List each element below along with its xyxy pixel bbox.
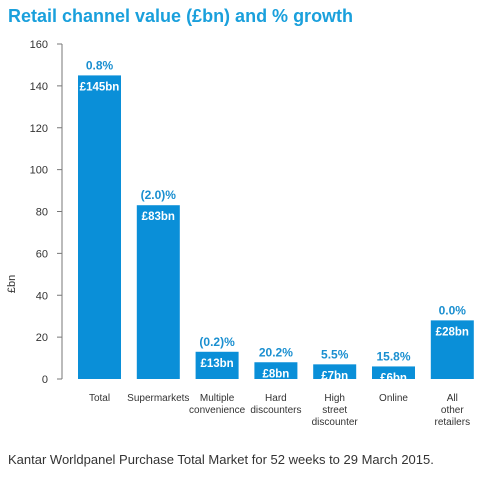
x-tick-label: Total [89,393,110,404]
y-tick-label: 140 [30,81,48,93]
growth-label: 0.8% [86,58,114,72]
bar-group: £145bn 0.8% [78,58,121,379]
y-axis: 0 20 40 60 80 100 120 140 160 [30,39,63,386]
bar-group: £6bn 15.8% [372,349,415,384]
value-label: £8bn [262,368,289,380]
x-tick-label: Online [379,393,408,404]
growth-label: 20.2% [259,345,293,359]
value-label: £13bn [200,358,233,370]
x-tick-label: Supermarkets [127,393,189,404]
bar-group: £13bn (0.2)% [195,335,239,379]
value-label: £28bn [436,326,469,338]
bar [136,205,180,379]
value-label: £145bn [80,81,120,93]
y-axis-label: £bn [6,275,18,293]
y-tick-label: 60 [36,248,48,260]
y-tick-label: 20 [36,332,48,344]
bar-group: £8bn 20.2% [254,345,298,380]
x-tick-label: Multiple convenience [189,393,246,416]
x-tick-label: High street discounter [312,393,359,428]
value-label: £6bn [380,372,407,384]
y-tick-label: 120 [30,123,48,135]
bar [430,320,474,379]
y-tick-label: 100 [30,165,48,177]
value-label: £7bn [321,370,348,382]
y-tick-label: 160 [30,39,48,51]
bar [313,364,357,379]
y-tick-label: 80 [36,207,48,219]
y-tick-label: 0 [42,374,48,386]
bar [254,362,298,379]
x-tick-label: All other retailers [435,393,471,428]
bar-group: £28bn 0.0% [430,303,474,379]
x-axis-labels: Total Supermarkets Multiple convenienceHard… [89,393,470,428]
bar-chart: 0 20 40 60 80 100 120 140 160 £145bn 0.8% £83bn (2.… [6,39,474,428]
bar-group: £83bn (2.0)% [136,188,180,379]
growth-label: 15.8% [376,349,410,363]
source-note: Kantar Worldpanel Purchase Total Market … [8,452,434,467]
growth-label: (0.2)% [199,335,235,349]
value-label: £83bn [142,211,175,223]
chart-title: Retail channel value (£bn) and % growth [8,6,354,26]
bar [78,75,121,379]
y-tick-label: 40 [36,290,48,302]
growth-label: 5.5% [321,347,349,361]
bar-group: £7bn 5.5% [313,347,357,382]
growth-label: (2.0)% [141,188,177,202]
x-tick-label: Hard discounters [250,393,301,416]
growth-label: 0.0% [439,303,467,317]
bars: £145bn 0.8% £83bn (2.0)% £13bn (0.2)% £8bn 20.2… [78,58,474,384]
bar [372,366,415,379]
bar [195,351,239,379]
